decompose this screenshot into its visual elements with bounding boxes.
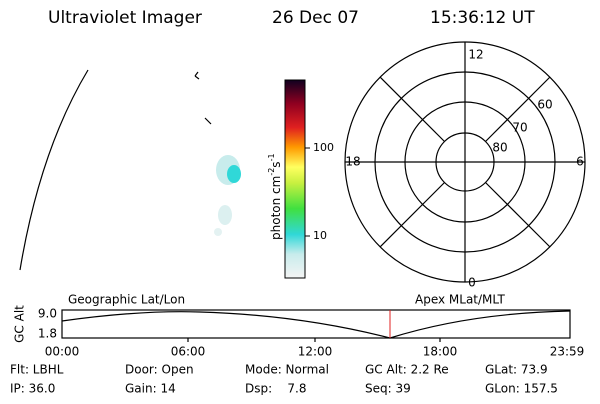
mlt-label: 18 xyxy=(345,155,360,169)
info-field: Dsp: 7.8 xyxy=(245,382,307,396)
lat-label: 70 xyxy=(512,121,527,135)
polar-grid xyxy=(344,41,586,283)
date: 26 Dec 07 xyxy=(272,8,359,28)
info-field: Gain: 14 xyxy=(125,382,176,396)
info-field: GLon: 157.5 xyxy=(485,382,558,396)
time: 15:36:12 UT xyxy=(430,8,535,28)
unit: photon cm xyxy=(269,176,283,240)
colorbar xyxy=(284,79,306,279)
timeline-title: Apex MLat/MLT xyxy=(415,293,505,307)
info: Flt: LBHL Door: Open Mode: Normal GC Alt: 2… xyxy=(10,363,558,396)
info-field: GC Alt: 2.2 Re xyxy=(365,363,449,377)
unit: s xyxy=(269,161,283,167)
unit-sup: -1 xyxy=(267,153,276,161)
info-field: Seq: 39 xyxy=(365,382,411,396)
x-tick-label: 23:59 xyxy=(550,345,585,359)
y-tick-label: 9.0 xyxy=(38,307,57,321)
mlt-label: 6 xyxy=(576,155,584,169)
lat-label: 60 xyxy=(537,98,552,112)
x-tick-label: 12:00 xyxy=(298,345,333,359)
lat-label: 80 xyxy=(492,141,507,155)
colorbar-label: photon cm-2s-1 xyxy=(267,153,283,240)
info-field: Door: Open xyxy=(125,363,194,377)
colorbar-tick-label: 10 xyxy=(313,229,327,242)
title: Ultraviolet Imager xyxy=(48,8,202,28)
timeline xyxy=(61,309,571,342)
y-tick-label: 1.8 xyxy=(38,327,57,341)
mlt-label: 0 xyxy=(468,276,476,290)
info-field: Mode: Normal xyxy=(245,363,329,377)
mlt-label: 12 xyxy=(468,48,483,62)
info-field: Flt: LBHL xyxy=(10,363,64,377)
info-field: GLat: 73.9 xyxy=(485,363,548,377)
unit-sup: -2 xyxy=(267,168,276,176)
x-tick-label: 18:00 xyxy=(423,345,458,359)
y-label: GC Alt xyxy=(13,305,27,343)
x-tick-label: 00:00 xyxy=(45,345,80,359)
timeline-title: Geographic Lat/Lon xyxy=(68,293,185,307)
colorbar-tick-label: 100 xyxy=(313,141,334,154)
image-panel xyxy=(19,69,212,271)
x-tick-label: 06:00 xyxy=(171,345,206,359)
info-field: IP: 36.0 xyxy=(10,382,55,396)
aurora xyxy=(214,155,241,236)
